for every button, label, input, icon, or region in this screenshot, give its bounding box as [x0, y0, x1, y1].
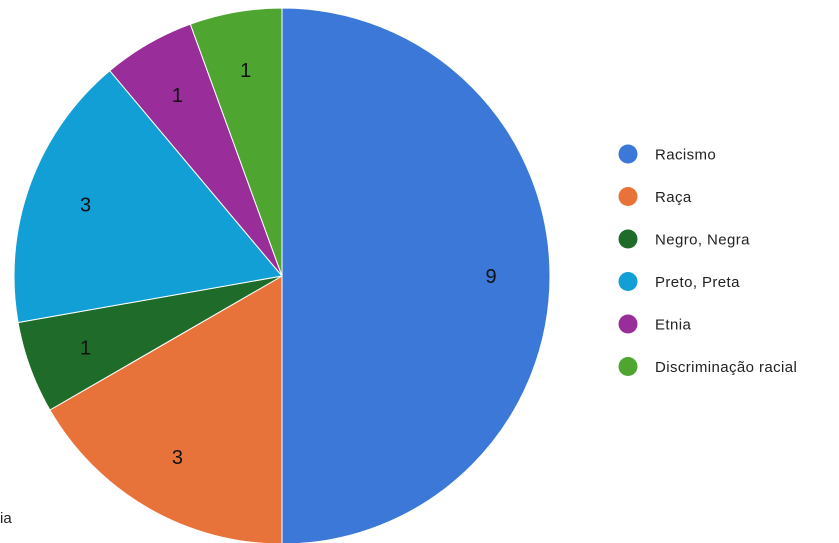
legend-item: Raça [618, 187, 692, 206]
cropped-text: ia [0, 510, 12, 527]
pie-slice-1 [281, 7, 551, 543]
legend-label: Racismo [655, 147, 716, 164]
pie-slice-2 [49, 275, 283, 543]
legend-swatch [618, 144, 638, 164]
legend-item: Preto, Preta [618, 272, 740, 291]
legend: Racismo Raça Negro, Negra Preto, Preta Etnia… [618, 144, 797, 376]
pie-slice-4 [13, 69, 283, 324]
pie-slice-6 [189, 7, 283, 277]
slice-value-label: 1 [240, 60, 251, 82]
legend-label: Preto, Preta [655, 274, 740, 291]
legend-item: Negro, Negra [618, 229, 750, 249]
legend-item: Etnia [618, 314, 691, 334]
legend-swatch [618, 314, 638, 334]
slice-value-label: 1 [80, 337, 91, 359]
legend-label: Negro, Negra [655, 232, 750, 249]
legend-swatch [618, 187, 638, 206]
legend-label: Etnia [655, 317, 691, 334]
pie-slices [13, 7, 551, 543]
legend-swatch [618, 229, 638, 249]
legend-label: Discriminação racial [655, 359, 797, 376]
slice-labels: 9 3 1 3 1 1 [80, 60, 497, 469]
slice-value-label: 3 [172, 447, 183, 469]
legend-swatch [618, 357, 638, 376]
slice-value-label: 3 [80, 195, 91, 217]
legend-label: Raça [655, 189, 692, 206]
slice-value-label: 1 [172, 85, 183, 107]
legend-item: Discriminação racial [618, 357, 797, 376]
legend-swatch [618, 272, 638, 291]
slice-value-label: 9 [485, 266, 496, 288]
legend-item: Racismo [618, 144, 716, 164]
